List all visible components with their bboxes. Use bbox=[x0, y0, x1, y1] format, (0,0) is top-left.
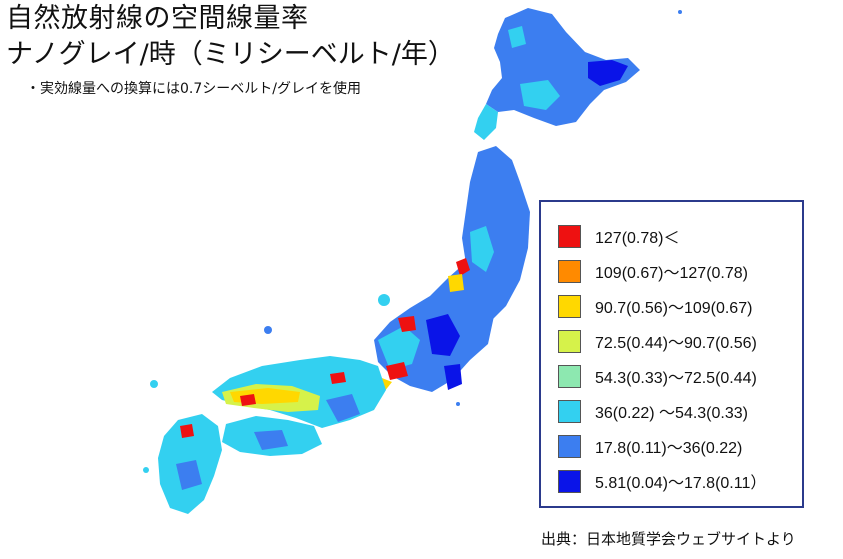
hokkaido-east-low bbox=[588, 60, 628, 86]
legend-label: 109(0.67)～127(0.78) bbox=[595, 265, 748, 282]
hokkaido-cyan-patch bbox=[520, 80, 560, 110]
legend-box: 127(0.78)＜ 109(0.67)～127(0.78) 90.7(0.56… bbox=[539, 200, 804, 508]
legend-item: 5.81(0.04)～17.8(0.11） bbox=[558, 468, 766, 494]
legend-item: 72.5(0.44)～90.7(0.56) bbox=[558, 328, 757, 354]
kyushu-low-patch bbox=[176, 460, 202, 490]
legend-swatch bbox=[558, 469, 581, 493]
chugoku-hotspot bbox=[240, 394, 256, 406]
legend-item: 54.3(0.33)～72.5(0.44) bbox=[558, 363, 757, 389]
legend-swatch bbox=[558, 294, 581, 318]
legend-item: 36(0.22) ～54.3(0.33) bbox=[558, 398, 748, 424]
legend-swatch bbox=[558, 224, 581, 248]
kinki-low-patch bbox=[326, 394, 360, 422]
hokkaido-cyan-patch-2 bbox=[508, 26, 526, 48]
niigata-hotspot bbox=[456, 258, 470, 276]
kinki-hotspot bbox=[330, 372, 346, 384]
gifu-hotspot bbox=[386, 362, 408, 380]
shikoku-low-patch bbox=[254, 430, 288, 450]
chubu-hotspot bbox=[398, 316, 416, 332]
legend-label: 17.8(0.11)～36(0.22) bbox=[595, 440, 743, 457]
legend-swatch bbox=[558, 434, 581, 458]
sado-island bbox=[378, 294, 390, 306]
izu-island bbox=[456, 402, 460, 406]
kanto-low-area-2 bbox=[444, 364, 462, 390]
goto-island bbox=[143, 467, 149, 473]
oki-island bbox=[264, 326, 272, 334]
conversion-note: ・実効線量への換算には0.7シーベルト/グレイを使用 bbox=[26, 81, 361, 97]
map-subtitle: ナノグレイ/時（ミリシーベルト/年） bbox=[6, 39, 455, 70]
map-title: 自然放射線の空間線量率 bbox=[6, 3, 309, 34]
legend-swatch bbox=[558, 399, 581, 423]
legend-label: 127(0.78)＜ bbox=[595, 230, 680, 247]
legend-label: 36(0.22) ～54.3(0.33) bbox=[595, 405, 748, 422]
legend-label: 72.5(0.44)～90.7(0.56) bbox=[595, 335, 757, 352]
niigata-hotspot-yellow bbox=[448, 274, 464, 292]
legend-swatch bbox=[558, 364, 581, 388]
kanto-low-area bbox=[426, 314, 460, 356]
tsushima-island bbox=[150, 380, 158, 388]
legend-label: 90.7(0.56)～109(0.67) bbox=[595, 300, 753, 317]
legend-swatch bbox=[558, 329, 581, 353]
legend-label: 5.81(0.04)～17.8(0.11） bbox=[595, 475, 767, 492]
legend-item: 17.8(0.11)～36(0.22) bbox=[558, 433, 742, 459]
legend-item: 127(0.78)＜ bbox=[558, 223, 680, 249]
kuril-dot bbox=[678, 10, 682, 14]
oshima-peninsula bbox=[474, 104, 498, 140]
source-credit: 出典：日本地質学会ウェブサイトより bbox=[541, 530, 796, 548]
chubu-cyan-patch bbox=[378, 326, 420, 370]
kyushu-hotspot bbox=[180, 424, 194, 438]
legend-swatch bbox=[558, 259, 581, 283]
legend-item: 109(0.67)～127(0.78) bbox=[558, 258, 748, 284]
legend-item: 90.7(0.56)～109(0.67) bbox=[558, 293, 752, 319]
legend-label: 54.3(0.33)～72.5(0.44) bbox=[595, 370, 757, 387]
tohoku-cyan-patch bbox=[470, 226, 494, 272]
